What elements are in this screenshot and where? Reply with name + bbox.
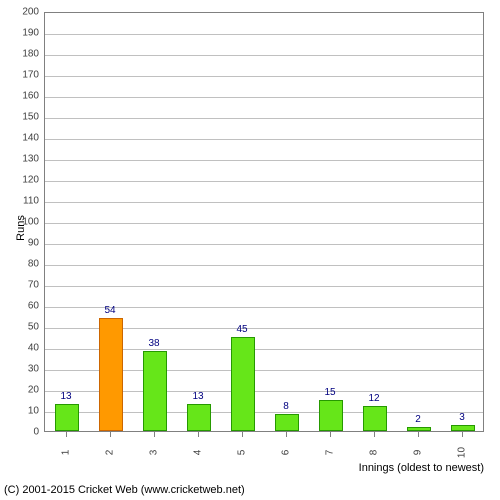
y-tick-label: 10 bbox=[28, 406, 39, 417]
gridline bbox=[45, 76, 483, 77]
bar bbox=[55, 404, 79, 431]
x-tick bbox=[110, 432, 111, 437]
x-tick bbox=[198, 432, 199, 437]
bar-value-label: 54 bbox=[104, 305, 115, 316]
gridline bbox=[45, 223, 483, 224]
y-tick-label: 100 bbox=[22, 217, 39, 228]
y-tick-label: 160 bbox=[22, 91, 39, 102]
bar bbox=[319, 400, 343, 432]
gridline bbox=[45, 139, 483, 140]
gridline bbox=[45, 286, 483, 287]
x-tick bbox=[154, 432, 155, 437]
y-tick-label: 0 bbox=[33, 427, 39, 438]
y-tick-label: 110 bbox=[23, 196, 39, 207]
bar-value-label: 15 bbox=[324, 387, 335, 398]
y-tick-label: 190 bbox=[22, 28, 39, 39]
y-tick-label: 140 bbox=[22, 133, 39, 144]
bar bbox=[99, 318, 123, 431]
x-axis-label: Innings (oldest to newest) bbox=[359, 462, 484, 474]
y-tick-label: 60 bbox=[28, 301, 39, 312]
y-tick-label: 130 bbox=[22, 154, 39, 165]
chart-container: Runs Innings (oldest to newest) (C) 2001… bbox=[0, 0, 500, 500]
bar bbox=[407, 427, 431, 431]
y-tick-label: 80 bbox=[28, 259, 39, 270]
y-tick-label: 200 bbox=[22, 7, 39, 18]
bar bbox=[363, 406, 387, 431]
x-tick-label: 2 bbox=[105, 450, 116, 456]
gridline bbox=[45, 181, 483, 182]
x-tick bbox=[286, 432, 287, 437]
x-tick bbox=[66, 432, 67, 437]
bar bbox=[275, 414, 299, 431]
x-tick-label: 1 bbox=[61, 450, 72, 456]
bar bbox=[187, 404, 211, 431]
gridline bbox=[45, 97, 483, 98]
bar-value-label: 3 bbox=[459, 412, 465, 423]
copyright-text: (C) 2001-2015 Cricket Web (www.cricketwe… bbox=[4, 484, 245, 496]
y-tick-label: 40 bbox=[28, 343, 39, 354]
y-tick-label: 30 bbox=[28, 364, 39, 375]
y-tick-label: 70 bbox=[28, 280, 39, 291]
x-tick-label: 8 bbox=[369, 450, 380, 456]
y-tick-label: 170 bbox=[22, 70, 39, 81]
x-tick bbox=[418, 432, 419, 437]
bar bbox=[231, 337, 255, 432]
x-tick bbox=[242, 432, 243, 437]
y-tick-label: 180 bbox=[22, 49, 39, 60]
y-tick-label: 50 bbox=[28, 322, 39, 333]
gridline bbox=[45, 244, 483, 245]
bar-value-label: 2 bbox=[415, 414, 421, 425]
bar-value-label: 13 bbox=[60, 391, 71, 402]
x-tick bbox=[374, 432, 375, 437]
gridline bbox=[45, 118, 483, 119]
x-tick-label: 3 bbox=[149, 450, 160, 456]
x-tick bbox=[330, 432, 331, 437]
y-tick-label: 120 bbox=[22, 175, 39, 186]
bar bbox=[451, 425, 475, 431]
y-tick-label: 90 bbox=[28, 238, 39, 249]
x-tick-label: 6 bbox=[281, 450, 292, 456]
bar-value-label: 38 bbox=[148, 338, 159, 349]
gridline bbox=[45, 34, 483, 35]
gridline bbox=[45, 265, 483, 266]
plot-area bbox=[44, 12, 484, 432]
bar-value-label: 8 bbox=[283, 401, 289, 412]
bar-value-label: 45 bbox=[236, 324, 247, 335]
bar-value-label: 12 bbox=[368, 393, 379, 404]
bar-value-label: 13 bbox=[192, 391, 203, 402]
x-tick-label: 4 bbox=[193, 450, 204, 456]
x-tick-label: 7 bbox=[325, 450, 336, 456]
x-tick-label: 5 bbox=[237, 450, 248, 456]
gridline bbox=[45, 160, 483, 161]
x-tick-label: 9 bbox=[413, 450, 424, 456]
gridline bbox=[45, 55, 483, 56]
x-tick-label: 10 bbox=[457, 447, 468, 458]
gridline bbox=[45, 202, 483, 203]
bar bbox=[143, 351, 167, 431]
x-tick bbox=[462, 432, 463, 437]
y-tick-label: 20 bbox=[28, 385, 39, 396]
y-tick-label: 150 bbox=[22, 112, 39, 123]
